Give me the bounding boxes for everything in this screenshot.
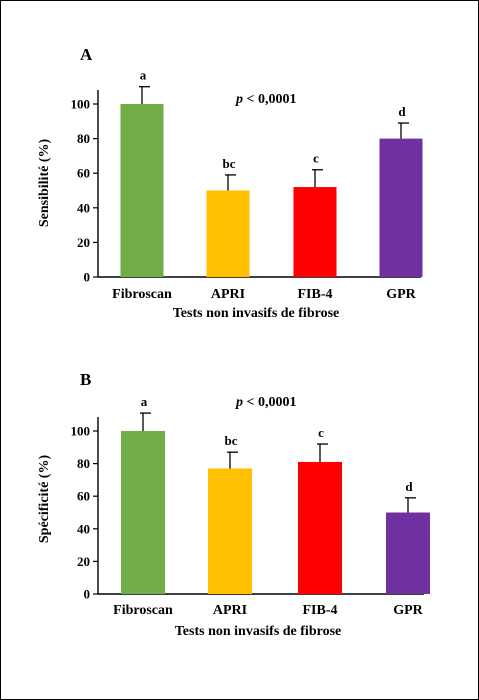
panel-b-y-tick-label: 80 [77,456,90,471]
panel-a-bar [206,190,250,277]
panel-b-bars: a Fibroscan bc APRI c FIB-4 d GPR [113,394,430,618]
panel-a-bars: a Fibroscan bc APRI c FIB-4 d GPR [112,68,423,302]
panel-b-category-label: FIB-4 [303,603,338,618]
panel-b-bar [208,468,252,594]
panel-b-y-axis-label: Spécificité (%) [37,455,52,544]
panel-b-bar [386,512,430,594]
panel-a-category-label: APRI [211,287,245,302]
panel-a-y-tick-label: 60 [77,166,90,181]
panel-b-y-tick-label: 40 [77,521,90,536]
panel-b-axes: 0 20 40 60 80 100 [71,417,424,602]
panel-b-letter: B [80,370,91,389]
panel-b-x-axis-label: Tests non invasifs de fibrose [175,624,341,639]
panel-b-y-tick-label: 60 [77,489,90,504]
panel-a-y-tick-label: 0 [84,270,91,285]
panel-a-significance-letter: a [140,68,147,83]
panel-a-x-axis-label: Tests non invasifs de fibrose [173,306,339,321]
panel-a-y-axis-label: Sensibilité (%) [37,139,52,228]
panel-a-bar [120,104,164,277]
panel-a-letter: A [80,45,93,64]
panel-a: A p < 0,0001 Sensibilité (%) Tests non i… [37,45,423,321]
panel-b-y-tick-label: 100 [71,424,91,439]
panel-a-y-tick-label: 100 [71,97,91,112]
panel-a-significance-letter: c [313,151,319,166]
panel-a-y-tick-label: 40 [77,200,90,215]
panel-b-pvalue: p < 0,0001 [235,395,296,410]
panel-b-y-tick-label: 0 [84,587,91,602]
panel-a-significance-letter: d [398,104,406,119]
panel-b: B p < 0,0001 Spécificité (%) Tests non i… [37,370,430,639]
panel-b-category-label: APRI [213,603,247,618]
panel-b-category-label: GPR [393,603,423,618]
panel-b-significance-letter: bc [225,433,238,448]
panel-b-y-tick-label: 20 [77,554,90,569]
panel-a-bar [293,187,337,277]
panel-a-category-label: GPR [386,287,416,302]
panel-a-significance-letter: bc [223,156,236,171]
panel-b-significance-letter: a [141,394,148,409]
panel-a-y-tick-label: 20 [77,235,90,250]
panel-a-y-tick-label: 80 [77,131,90,146]
panel-b-category-label: Fibroscan [113,603,173,618]
panel-b-bar [121,431,165,594]
panel-b-significance-letter: c [318,425,324,440]
panel-b-significance-letter: d [405,479,413,494]
panel-a-bar [379,138,423,277]
panel-b-bar [298,461,342,594]
panel-a-category-label: FIB-4 [298,287,333,302]
panel-a-category-label: Fibroscan [112,287,172,302]
panel-a-pvalue: p < 0,0001 [235,92,296,107]
